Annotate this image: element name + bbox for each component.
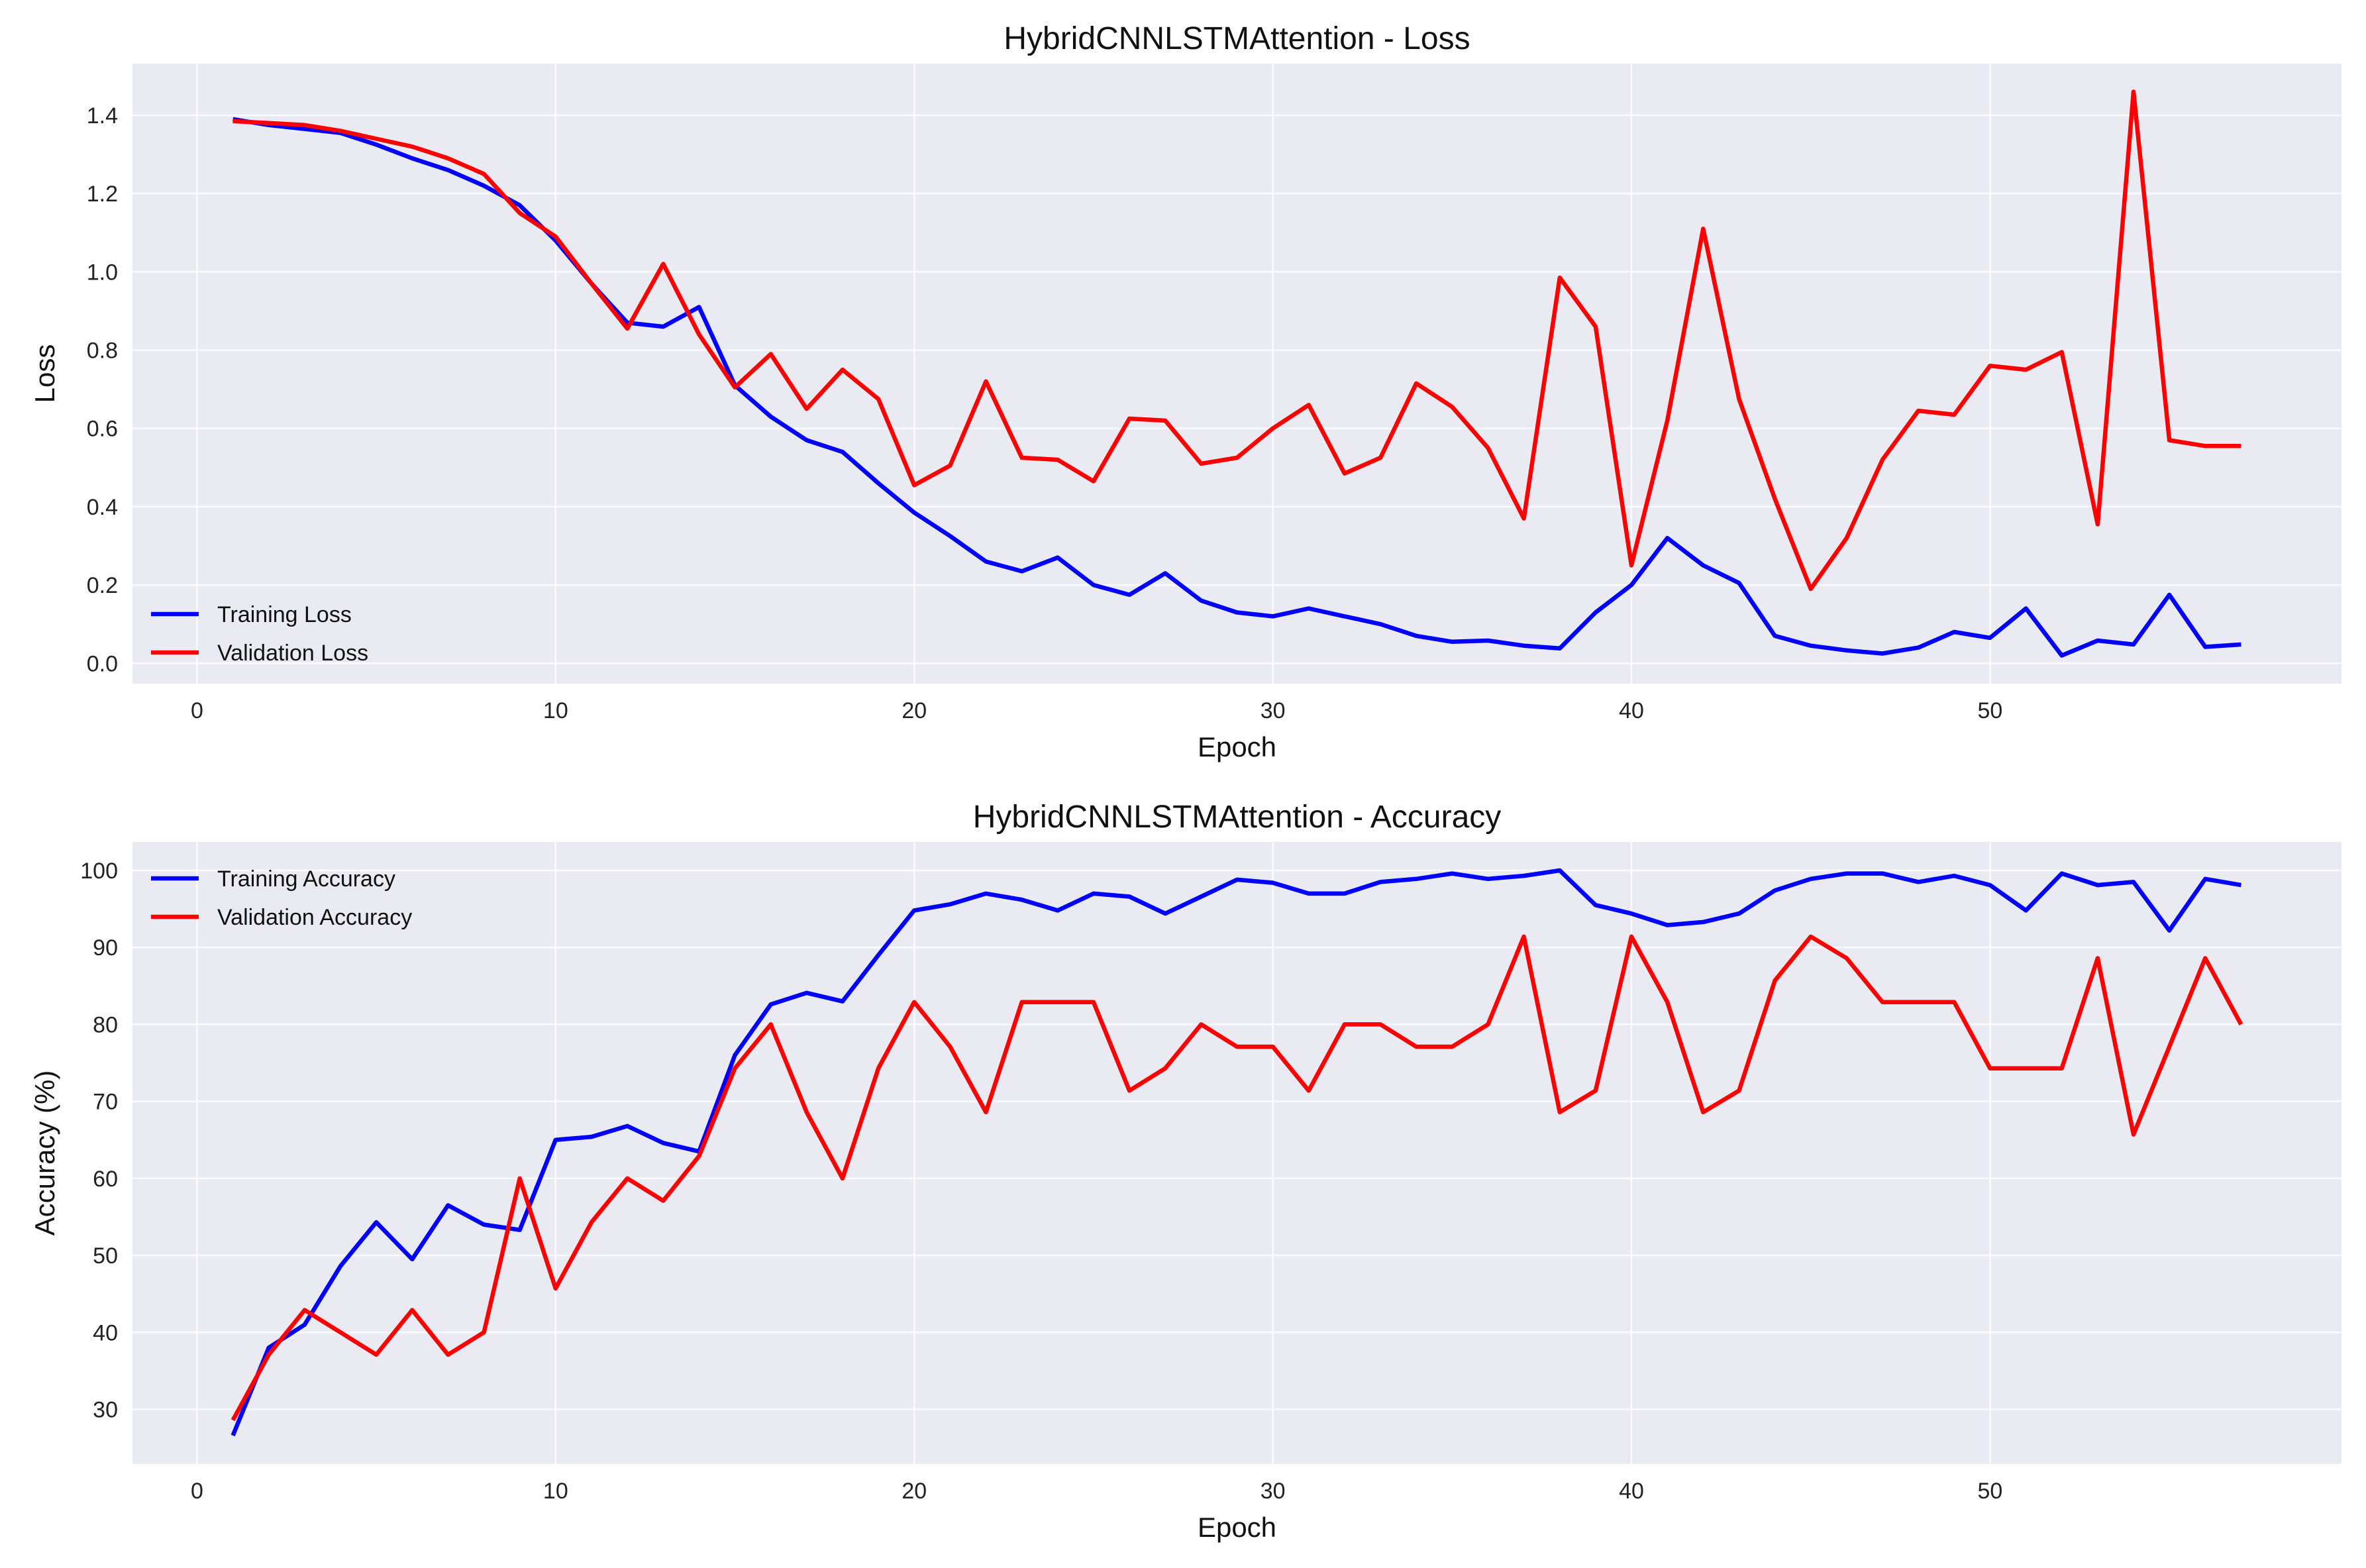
y-tick-label: 30 <box>93 1397 118 1422</box>
y-tick-label: 1.0 <box>87 260 118 285</box>
y-tick-label: 0.0 <box>87 651 118 676</box>
series-line-validation-accuracy <box>231 934 2243 1422</box>
x-tick-label: 20 <box>901 698 927 723</box>
x-tick-label: 40 <box>1619 1479 1644 1504</box>
chart-title: HybridCNNLSTMAttention - Loss <box>1003 21 1470 56</box>
series-line-validation-loss <box>232 89 2241 592</box>
y-tick-label: 70 <box>93 1090 118 1115</box>
y-tick-label: 0.2 <box>87 573 118 598</box>
legend-label: Validation Accuracy <box>217 905 412 930</box>
x-tick-label: 30 <box>1260 1479 1286 1504</box>
legend-label: Training Loss <box>217 602 352 627</box>
x-tick-label: 30 <box>1260 698 1286 723</box>
y-tick-label: 0.8 <box>87 339 118 364</box>
y-tick-label: 50 <box>93 1243 118 1269</box>
y-tick-label: 0.4 <box>87 495 118 520</box>
x-axis-label: Epoch <box>1198 731 1276 762</box>
x-tick-label: 10 <box>543 1479 568 1504</box>
y-tick-label: 60 <box>93 1167 118 1192</box>
x-tick-label: 10 <box>543 698 568 723</box>
y-tick-label: 40 <box>93 1320 118 1345</box>
accuracy-chart: 0 10 20 30 40 50 30 40 50 60 70 80 90 100 HybridCNNLST… <box>29 800 2341 1543</box>
legend-label: Training Accuracy <box>217 866 395 892</box>
legend: Training Loss Validation Loss <box>151 602 368 666</box>
series-line-training-accuracy <box>231 868 2241 1437</box>
legend: Training Accuracy Validation Accuracy <box>151 866 412 930</box>
x-axis-label: Epoch <box>1198 1512 1276 1543</box>
chart-title: HybridCNNLSTMAttention - Accuracy <box>973 800 1502 835</box>
y-axis-label: Loss <box>29 344 60 403</box>
y-tick-label: 1.4 <box>87 103 118 129</box>
x-tick-label: 0 <box>191 1479 203 1504</box>
x-tick-label: 0 <box>191 698 203 723</box>
y-tick-label: 90 <box>93 935 118 961</box>
plot-area <box>132 842 2341 1464</box>
x-tick-label: 50 <box>1978 1479 2003 1504</box>
y-tick-label: 80 <box>93 1012 118 1037</box>
x-tick-label: 20 <box>901 1479 927 1504</box>
y-tick-label: 100 <box>80 859 118 884</box>
y-axis-label: Accuracy (%) <box>29 1071 60 1236</box>
legend-label: Validation Loss <box>217 641 368 666</box>
plot-area <box>132 64 2341 684</box>
loss-chart: 0 10 20 30 40 50 0.0 0.2 0.4 0.6 0.8 1.0 1.2 1.4 Hybri… <box>29 21 2341 762</box>
y-tick-label: 1.2 <box>87 182 118 207</box>
x-tick-label: 50 <box>1978 698 2003 723</box>
y-tick-label: 0.6 <box>87 417 118 442</box>
x-tick-label: 40 <box>1619 698 1644 723</box>
